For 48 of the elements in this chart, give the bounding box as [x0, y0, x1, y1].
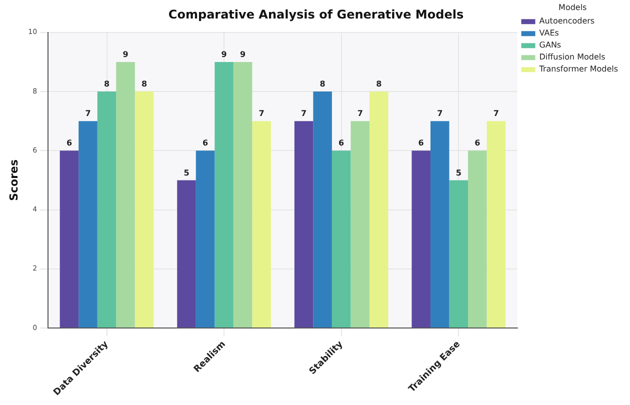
data-label: 7 — [357, 109, 363, 118]
data-label: 9 — [221, 50, 228, 60]
bar — [196, 150, 215, 328]
bar — [412, 150, 430, 328]
data-label: 8 — [320, 80, 326, 89]
y-axis-title: Scores — [7, 159, 20, 201]
bar — [177, 180, 196, 328]
data-label: 6 — [474, 138, 481, 148]
data-label: 7 — [437, 109, 443, 118]
bar — [116, 62, 135, 328]
bar — [486, 121, 506, 328]
data-label: 7 — [85, 109, 91, 118]
legend-label: GANs — [539, 40, 562, 50]
bar — [78, 121, 98, 328]
data-label: 7 — [258, 109, 264, 118]
bar — [449, 180, 468, 328]
data-label: 6 — [66, 138, 72, 148]
bar — [214, 62, 234, 328]
data-label: 8 — [141, 80, 148, 89]
bar — [313, 92, 332, 328]
data-label: 9 — [122, 50, 129, 60]
bar — [350, 121, 370, 328]
data-label: 8 — [376, 80, 382, 89]
legend-label: Diffusion Models — [539, 52, 606, 62]
data-label: 7 — [493, 109, 499, 118]
bar — [60, 150, 79, 328]
data-label: 5 — [456, 168, 462, 178]
legend-label: Autoencoders — [539, 16, 595, 26]
bar — [294, 121, 314, 328]
chart-title: Comparative Analysis of Generative Models — [168, 7, 464, 22]
bar — [430, 121, 450, 328]
data-label: 6 — [418, 138, 424, 148]
bar — [468, 150, 487, 328]
bar — [369, 92, 388, 328]
data-label: 6 — [202, 138, 208, 148]
legend-label: Transformer Models — [538, 64, 618, 74]
bar — [252, 121, 271, 328]
bar — [134, 92, 154, 328]
data-label: 9 — [240, 50, 246, 60]
bar — [332, 150, 351, 328]
legend-title: Models — [558, 3, 587, 12]
data-label: 7 — [301, 109, 307, 118]
legend-label: VAEs — [539, 28, 559, 38]
bar — [233, 62, 252, 328]
data-label: 5 — [184, 168, 190, 178]
data-label: 8 — [104, 80, 110, 89]
bar — [97, 92, 116, 328]
data-label: 6 — [338, 138, 345, 148]
